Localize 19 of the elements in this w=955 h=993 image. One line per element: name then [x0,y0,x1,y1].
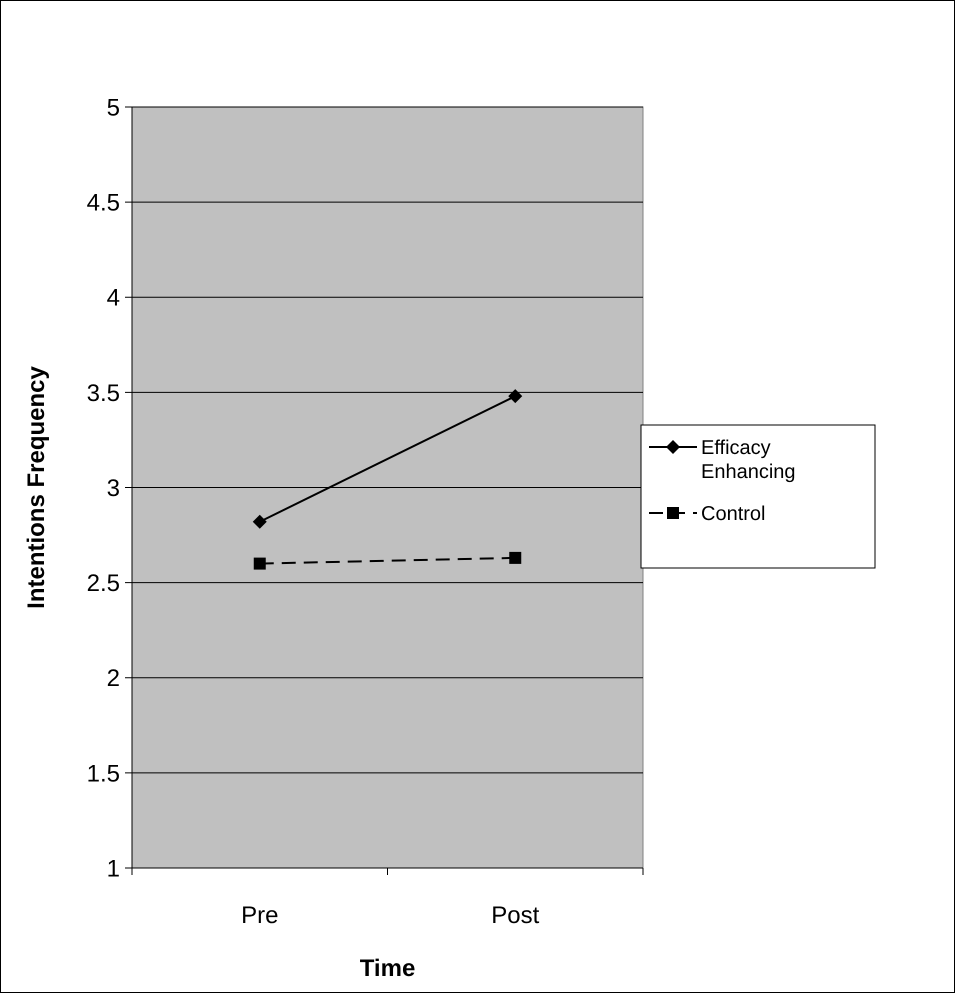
x-axis-title: Time [360,955,416,982]
y-tick-label: 5 [106,94,120,122]
y-tick-label: 1 [106,855,120,882]
legend-label: Efficacy Enhancing [701,437,796,483]
y-axis-title: Intentions Frequency [23,366,50,609]
legend-label: Control [701,503,766,525]
x-tick-label: Post [491,902,540,929]
x-tick-label: Pre [241,902,278,929]
y-tick-label: 1.5 [86,760,120,788]
y-tick-label: 3 [106,474,120,502]
y-tick-label: 4 [106,284,120,312]
point [254,558,266,570]
point [508,389,522,404]
y-tick-label: 2 [106,665,120,692]
y-tick-label: 3.5 [86,380,120,407]
y-tick-label: 2.5 [86,570,120,598]
point [509,552,522,564]
point [252,514,267,529]
y-tick-label: 4.5 [86,190,120,217]
